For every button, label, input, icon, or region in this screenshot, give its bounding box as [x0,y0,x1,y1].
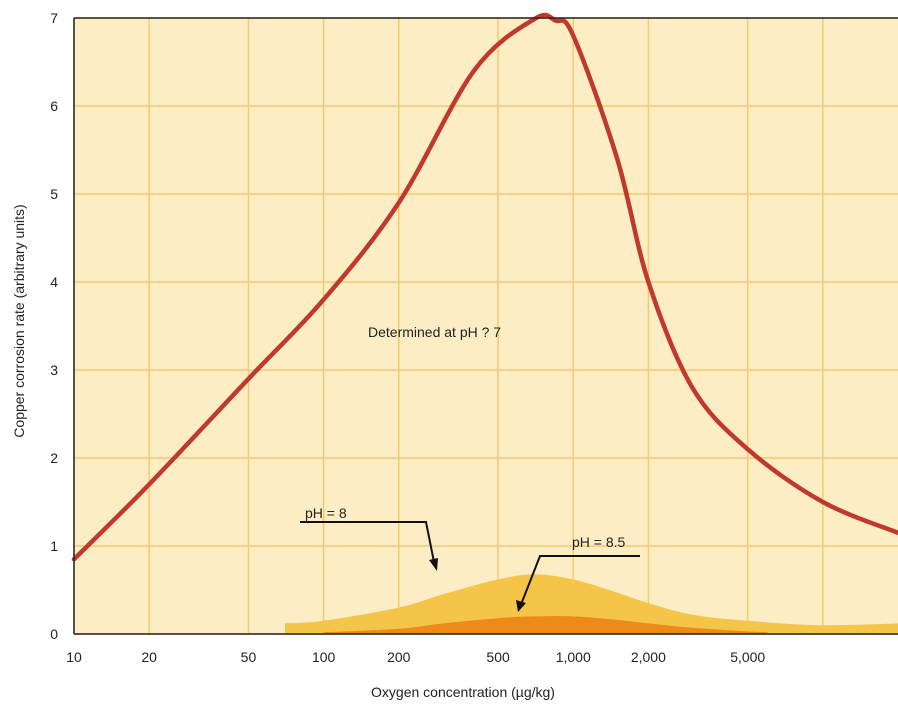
y-tick-label: 5 [50,186,58,202]
x-tick-label: 50 [241,649,257,665]
x-tick-labels: 10 20 50 100 200 500 1,000 2,000 5,000 [66,649,765,665]
x-tick-label: 2,000 [631,649,666,665]
annotation-ph85-label: pH = 8.5 [572,534,626,550]
x-tick-label: 500 [486,649,510,665]
area-series-2 [323,616,768,634]
y-tick-labels: 0 1 2 3 4 5 6 7 [50,10,58,642]
annotation-main: Determined at pH ? 7 [368,324,501,340]
annotation-ph8-leader [300,521,435,563]
x-tick-label: 5,000 [730,649,765,665]
plot-background [74,18,898,634]
area-series-1 [285,574,898,634]
x-tick-label: 200 [387,649,411,665]
area-series-layer [285,574,898,634]
annotation-ph85-leader [521,555,640,603]
x-tick-label: 100 [312,649,336,665]
y-tick-label: 1 [50,538,58,554]
y-tick-label: 0 [50,626,58,642]
y-tick-label: 7 [50,10,58,26]
x-axis-title: Oxygen concentration (µg/kg) [371,684,555,700]
annotation-ph8-label: pH = 8 [305,505,347,521]
y-tick-label: 2 [50,450,58,466]
annotation-ph8-arrowhead [429,558,438,571]
annotation-ph85-arrowhead [516,600,526,612]
y-tick-label: 6 [50,98,58,114]
y-axis-title: Copper corrosion rate (arbitrary units) [11,204,27,437]
x-tick-label: 20 [141,649,157,665]
axes [73,17,898,635]
y-tick-label: 3 [50,362,58,378]
x-tick-label: 10 [66,649,82,665]
x-tick-label: 1,000 [556,649,591,665]
y-tick-label: 4 [50,274,58,290]
